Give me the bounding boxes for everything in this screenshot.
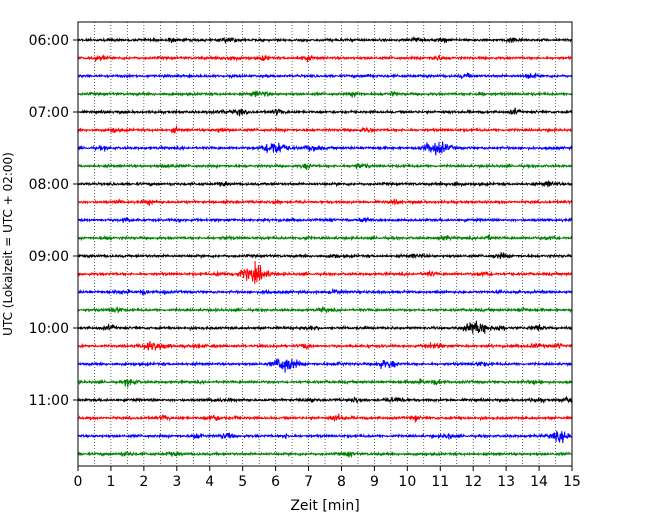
trace-0 (77, 36, 573, 45)
x-tick-label: 13 (497, 474, 515, 490)
trace-8 (77, 180, 573, 188)
trace-16 (77, 320, 573, 334)
trace-17 (77, 340, 573, 352)
trace-12 (77, 251, 573, 260)
trace-21 (77, 413, 573, 423)
x-tick-label: 5 (238, 474, 247, 490)
trace-6 (77, 141, 573, 156)
x-axis-ticks: 0 1 2 3 4 5 6 7 8 9 10 11 12 13 14 15 (74, 466, 581, 490)
plot-frame (77, 21, 573, 467)
trace-19 (77, 378, 573, 388)
trace-7 (77, 162, 573, 170)
seismic-traces (77, 36, 573, 459)
y-tick-label: 11:00 (29, 393, 69, 409)
x-tick-label: 6 (271, 474, 280, 490)
y-tick-label: 06:00 (29, 33, 69, 49)
trace-14 (77, 288, 573, 296)
trace-1 (77, 54, 573, 63)
trace-22 (77, 430, 573, 444)
trace-9 (77, 198, 573, 207)
y-tick-label: 08:00 (29, 177, 69, 193)
trace-5 (77, 125, 573, 134)
x-tick-label: 14 (530, 474, 548, 490)
trace-2 (77, 71, 573, 80)
x-tick-label: 11 (431, 474, 449, 490)
trace-15 (77, 306, 573, 314)
x-tick-label: 15 (563, 474, 581, 490)
x-tick-label: 4 (205, 474, 214, 490)
x-tick-label: 8 (337, 474, 346, 490)
trace-4 (77, 107, 573, 117)
x-tick-label: 7 (304, 474, 313, 490)
y-tick-label: 07:00 (29, 105, 69, 121)
trace-10 (77, 216, 573, 224)
x-tick-label: 10 (398, 474, 416, 490)
y-axis-label: UTC (Lokalzeit = UTC + 02:00) (1, 152, 15, 336)
x-tick-label: 3 (172, 474, 181, 490)
trace-20 (77, 395, 573, 404)
x-tick-label: 12 (464, 474, 482, 490)
x-tick-label: 1 (106, 474, 115, 490)
trace-18 (77, 358, 573, 373)
trace-23 (77, 450, 573, 459)
x-tick-label: 9 (370, 474, 379, 490)
trace-3 (77, 90, 573, 99)
y-tick-label: 09:00 (29, 249, 69, 265)
grid-lines (94, 22, 556, 466)
x-tick-label: 0 (74, 474, 83, 490)
trace-13 (77, 260, 573, 285)
x-tick-label: 2 (139, 474, 148, 490)
y-tick-label: 10:00 (29, 321, 69, 337)
trace-11 (77, 234, 573, 242)
x-axis-label: Zeit [min] (290, 498, 359, 514)
y-axis-ticks: 06:00 07:00 08:00 09:00 10:00 11:00 (29, 33, 78, 409)
